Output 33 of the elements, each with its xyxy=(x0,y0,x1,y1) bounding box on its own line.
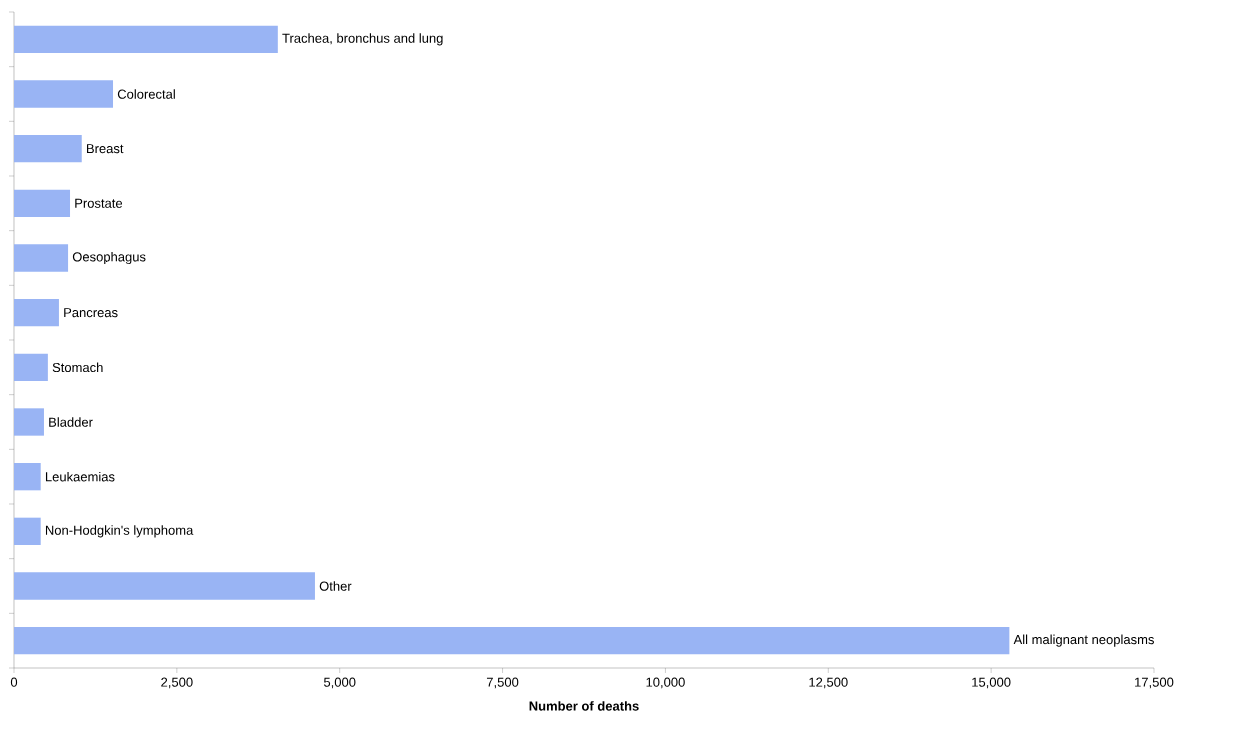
x-tick-label: 12,500 xyxy=(809,677,848,689)
y-tick-label: Pancreas xyxy=(64,308,118,318)
bar xyxy=(14,572,315,600)
bar xyxy=(14,135,82,163)
x-tick-label: 10,000 xyxy=(646,677,685,689)
bar xyxy=(14,299,59,327)
x-tick-label: 2,500 xyxy=(161,677,193,689)
x-tick-label: 17,500 xyxy=(1135,677,1174,689)
y-tick-label: Oesophagus xyxy=(72,251,146,265)
x-tick-label: 7,500 xyxy=(486,677,519,689)
y-tick-label: Trachea, bronchus and lung xyxy=(282,33,443,46)
bar xyxy=(14,80,114,108)
bar xyxy=(14,244,69,272)
y-tick-label: Prostate xyxy=(75,198,123,208)
x-axis-title: Number of deaths xyxy=(529,701,639,711)
bar xyxy=(14,189,71,217)
y-tick-label: All malignant neoplasms xyxy=(1013,634,1154,647)
y-tick-label: Bladder xyxy=(49,417,93,427)
bar xyxy=(14,408,44,436)
y-tick-label: Breast xyxy=(87,144,124,154)
x-tick-label: 5,000 xyxy=(323,677,356,689)
y-tick-label: Colorectal xyxy=(117,89,175,99)
bar xyxy=(14,627,1010,655)
y-tick-label: Stomach xyxy=(52,362,103,373)
bar xyxy=(14,353,48,381)
y-tick-label: Other xyxy=(319,581,352,591)
y-tick-label: Leukaemias xyxy=(45,471,115,482)
bar xyxy=(14,463,41,491)
x-tick-label: 0 xyxy=(10,677,18,687)
y-tick-label: Non-Hodgkin's lymphoma xyxy=(45,525,194,538)
bar xyxy=(14,25,278,53)
x-tick-label: 15,000 xyxy=(972,677,1011,689)
bar xyxy=(14,517,41,545)
